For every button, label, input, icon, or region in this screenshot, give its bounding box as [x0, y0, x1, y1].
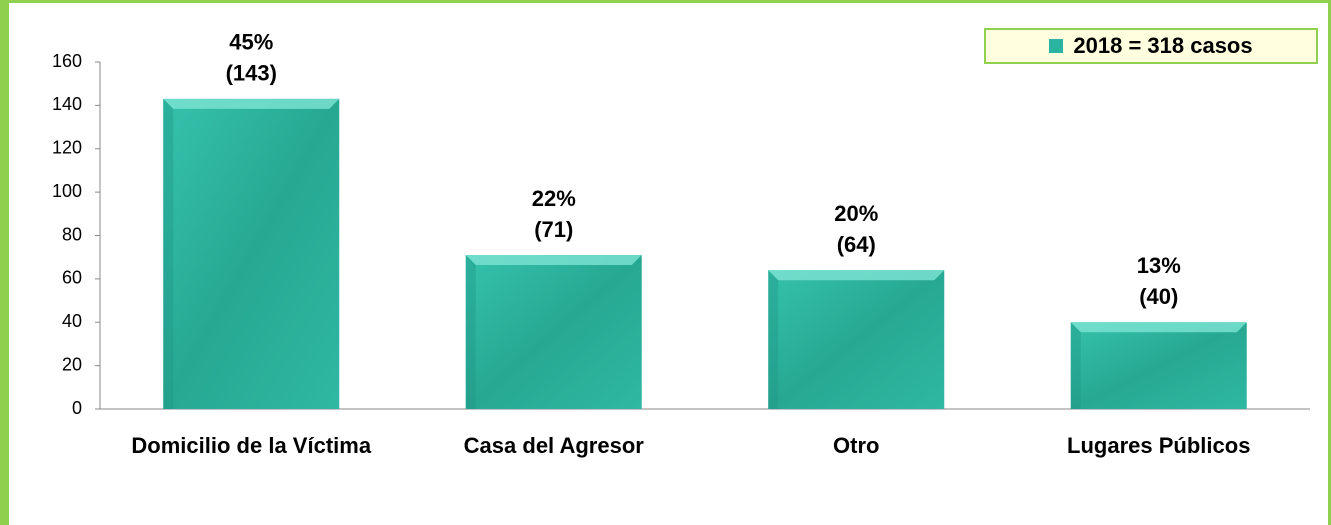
y-tick-label: 0	[72, 398, 82, 418]
x-tick-label: Casa del Agresor	[463, 433, 644, 458]
y-tick-label: 140	[52, 94, 82, 114]
bar-bevel-side	[768, 270, 779, 409]
value-label: (40)	[1139, 284, 1178, 309]
y-tick-label: 20	[62, 354, 82, 374]
bar	[1070, 322, 1247, 409]
value-label: 20%	[834, 201, 878, 226]
bar-bevel	[465, 255, 642, 266]
value-label: (64)	[837, 232, 876, 257]
y-tick-label: 80	[62, 224, 82, 244]
value-label: 45%	[229, 30, 273, 55]
y-tick-label: 120	[52, 138, 82, 158]
value-label: (71)	[534, 217, 573, 242]
bar	[768, 270, 945, 409]
legend-swatch	[1049, 39, 1064, 53]
y-tick-label: 100	[52, 181, 82, 201]
bar-bevel-side	[465, 255, 476, 409]
y-tick-label: 60	[62, 268, 82, 288]
bar-bevel-side	[163, 98, 174, 410]
bar-bevel	[768, 270, 945, 281]
bar	[465, 255, 642, 409]
value-label: 13%	[1137, 253, 1181, 278]
y-tick-label: 40	[62, 311, 82, 331]
value-label: 22%	[532, 186, 576, 211]
value-label: (143)	[226, 61, 277, 86]
bar-bevel-side	[1070, 322, 1081, 409]
bar-bevel	[1070, 322, 1247, 333]
bar-bevel	[163, 98, 340, 109]
x-tick-label: Lugares Públicos	[1067, 433, 1251, 458]
y-tick-label: 160	[52, 51, 82, 71]
legend-label: 2018 = 318 casos	[1073, 33, 1253, 58]
legend: 2018 = 318 casos	[984, 28, 1318, 64]
x-tick-label: Domicilio de la Víctima	[131, 433, 372, 458]
x-tick-label: Otro	[833, 433, 880, 458]
bar	[163, 98, 340, 410]
